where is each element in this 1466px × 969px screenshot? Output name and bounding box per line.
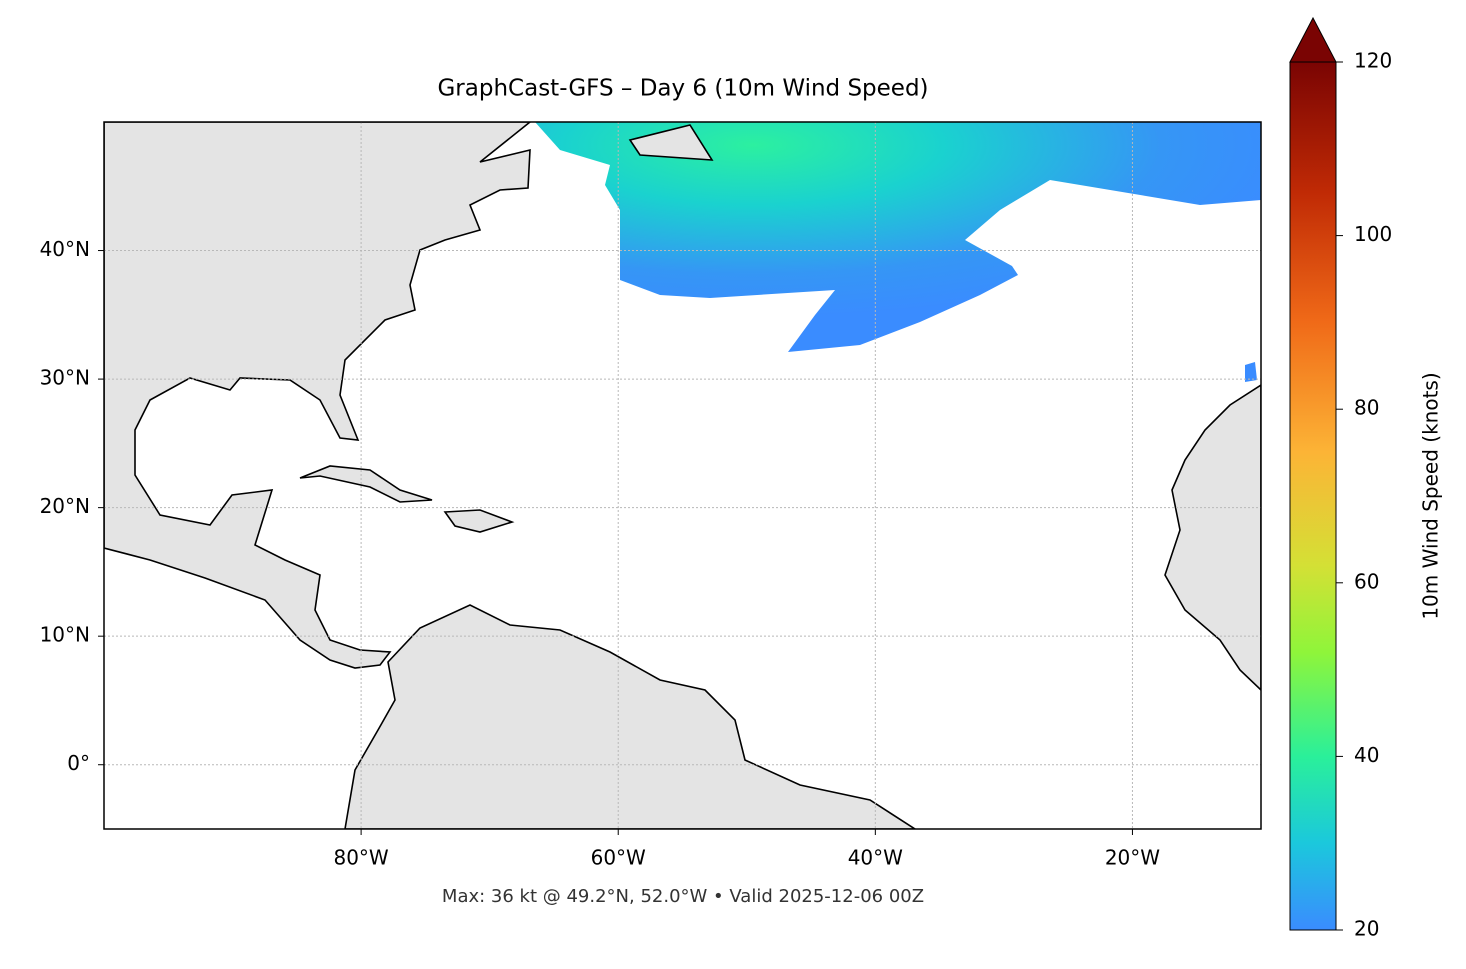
colorbar-tick-label: 120: [1354, 49, 1392, 73]
chart-title: GraphCast-GFS – Day 6 (10m Wind Speed): [437, 76, 928, 102]
colorbar-extend: [1289, 16, 1337, 63]
plot-frame: [103, 121, 1262, 830]
cuba: [299, 465, 433, 503]
colorbar-tick-label: 40: [1354, 743, 1379, 767]
colorbar-tick-label: 60: [1354, 569, 1379, 593]
colorbar-tick-label: 20: [1354, 917, 1379, 941]
south-america: [344, 604, 917, 829]
colorbar-tick-label: 80: [1354, 396, 1379, 420]
y-tick-label: 40°N: [40, 237, 90, 261]
y-tick-label: 20°N: [40, 494, 90, 518]
annotation: Max: 36 kt @ 49.2°N, 52.0°W • Valid 2025…: [442, 886, 924, 907]
wind-field: [535, 122, 1261, 352]
map-area: [104, 122, 1261, 829]
colorbar-tick-label: 100: [1354, 222, 1392, 246]
x-tick-label: 60°W: [591, 846, 646, 870]
x-tick-label: 20°W: [1105, 846, 1160, 870]
north-america: [104, 122, 532, 669]
x-tick-label: 80°W: [333, 846, 388, 870]
newfoundland: [628, 124, 714, 161]
y-tick-label: 30°N: [40, 366, 90, 390]
africa: [1164, 384, 1261, 692]
wind-field: [1245, 362, 1257, 382]
y-tick-label: 10°N: [40, 623, 90, 647]
hispaniola: [443, 509, 515, 533]
colorbar-label: 10m Wind Speed (knots): [1419, 372, 1443, 619]
y-tick-label: 0°: [67, 751, 90, 775]
x-tick-label: 40°W: [848, 846, 903, 870]
colorbar: [1289, 61, 1337, 931]
